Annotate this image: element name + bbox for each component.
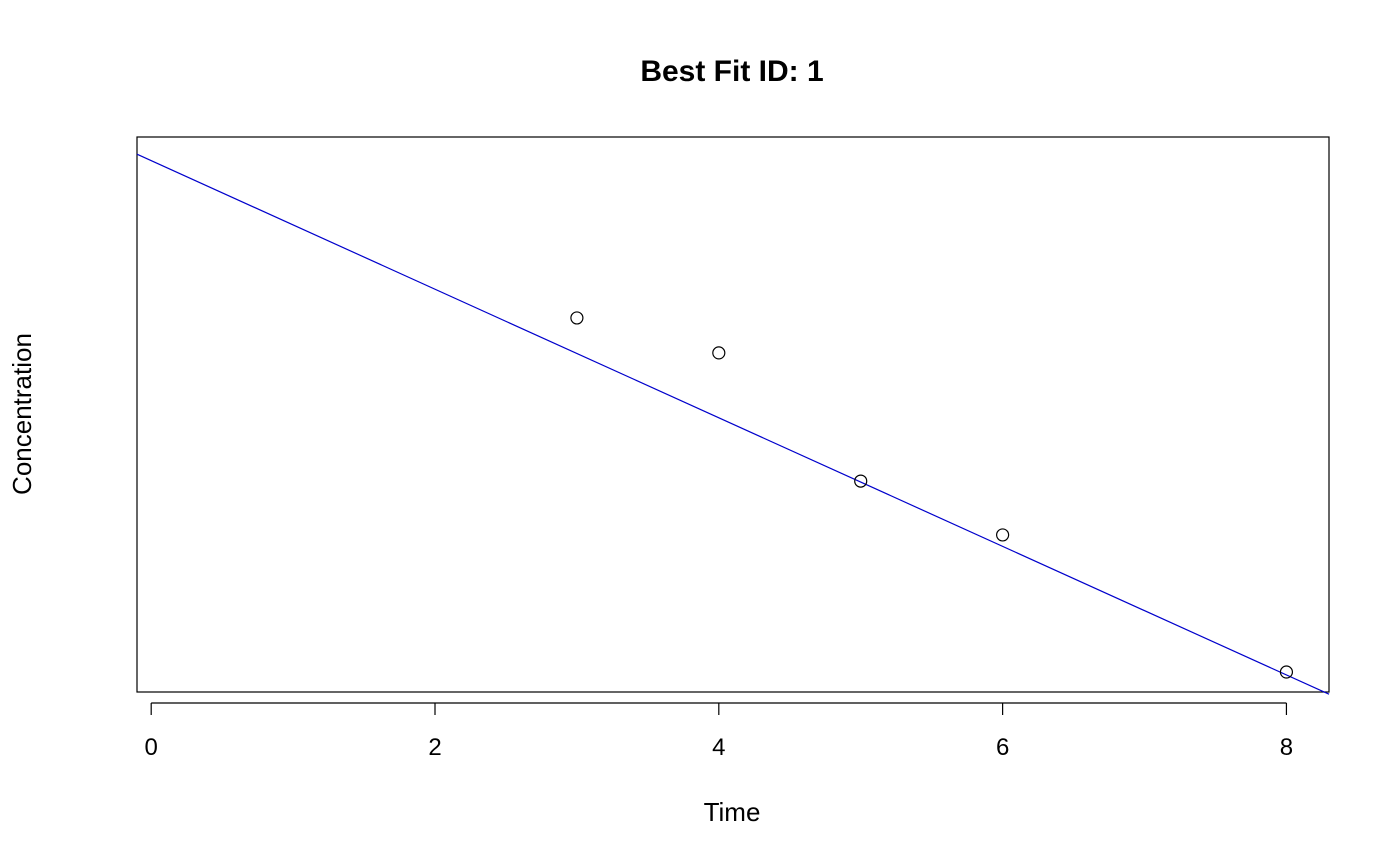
data-point <box>1279 665 1294 679</box>
x-tick-label: 8 <box>1280 734 1293 761</box>
data-point <box>712 346 726 360</box>
data-point <box>996 528 1010 542</box>
x-axis-ticks: 0 2 4 6 8 <box>145 703 1293 761</box>
fit-line <box>136 153 1330 695</box>
data-point <box>570 311 584 325</box>
y-axis-label: Concentration <box>7 333 37 495</box>
data-points <box>570 311 1294 679</box>
data-point <box>854 474 868 488</box>
x-tick-label: 2 <box>428 734 441 761</box>
x-tick-label: 4 <box>712 734 725 761</box>
x-axis-label: Time <box>704 797 761 827</box>
x-tick-label: 6 <box>996 734 1009 761</box>
chart-title: Best Fit ID: 1 <box>640 55 823 88</box>
plot-frame <box>136 136 1330 693</box>
fit-line-layer <box>136 153 1330 695</box>
x-tick-label: 0 <box>145 734 158 761</box>
